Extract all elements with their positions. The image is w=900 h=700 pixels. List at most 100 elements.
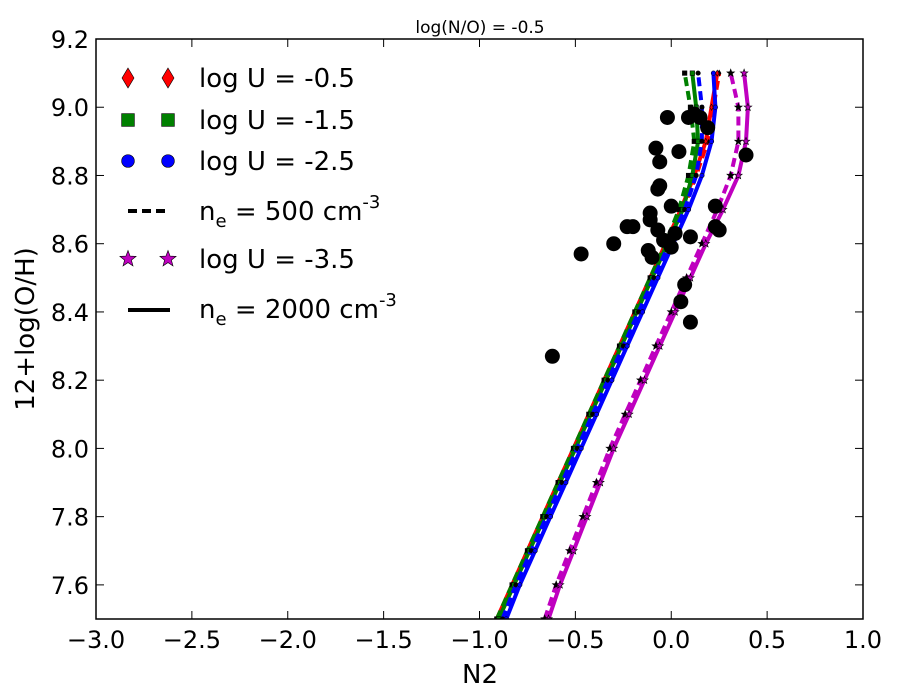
y-tick-label: 8.2 [51, 367, 89, 395]
observation-point [544, 348, 560, 364]
y-tick-label: 8.6 [51, 231, 89, 259]
legend-marker-star [159, 249, 177, 267]
legend-label-logU-1.5: log U = -1.5 [199, 106, 355, 136]
observation-point [677, 277, 693, 293]
series-7-point [582, 511, 592, 521]
x-tick-label: 1.0 [844, 626, 882, 654]
observation-point [659, 109, 675, 125]
legend: log U = -0.5 log U = -1.5 log U = -2.5 n… [119, 64, 397, 330]
legend-ne500-rest: = 500 cm [227, 197, 363, 227]
y-tick-label: 9.0 [51, 94, 89, 122]
legend-label-logU-3.5: log U = -3.5 [199, 245, 355, 275]
observation-point [652, 154, 668, 170]
series-1-point [709, 103, 714, 111]
observation-point [652, 178, 668, 194]
series-3-point [689, 70, 695, 76]
observation-point [671, 144, 687, 160]
series-5-point [655, 275, 661, 281]
legend-label-logU-0.5: log U = -0.5 [199, 64, 355, 94]
series-7-point [655, 341, 665, 351]
observation-point [673, 294, 689, 310]
observation-point [738, 147, 754, 163]
series-7-point [733, 170, 744, 180]
x-tick-label: 0.0 [652, 626, 690, 654]
observation-point [644, 249, 660, 265]
series-7-point [701, 238, 711, 248]
x-axis-label: N2 [462, 660, 498, 690]
series-5-point [609, 377, 615, 383]
series-7-point [670, 307, 680, 316]
series-5-point [699, 172, 705, 179]
legend-marker-star [119, 249, 137, 267]
series-line-2 [494, 72, 697, 619]
series-4-point [693, 172, 699, 179]
series-5-point [563, 479, 569, 486]
series-6-point [726, 68, 736, 78]
series-7-point [685, 272, 696, 282]
x-tick-label: −1.5 [354, 626, 412, 654]
x-tick-label: −3.0 [67, 626, 125, 654]
legend-label-ne-500: ne = 500 cm-3 [199, 192, 380, 232]
x-tick-label: −1.0 [450, 626, 508, 654]
series-1-point [715, 69, 720, 77]
series-6-point [733, 136, 744, 146]
series-5-point [624, 343, 630, 349]
y-tick-label: 8.4 [51, 299, 89, 327]
legend-marker-square [121, 113, 135, 127]
series-5-point [708, 138, 715, 144]
series-7-point [568, 545, 579, 555]
observation-point [625, 219, 641, 235]
observation-point [711, 222, 727, 238]
y-tick-label: 7.8 [51, 504, 89, 532]
series-7-point [739, 68, 749, 78]
series-5-point [685, 207, 692, 213]
observation-point [700, 120, 716, 136]
series-layer [494, 68, 753, 619]
series-5-point [578, 445, 584, 451]
legend-ne500-sub: e [215, 211, 226, 232]
legend-ne2000-rest: = 2000 cm [227, 295, 379, 325]
series-4-point [699, 104, 705, 110]
series-7-point [609, 443, 619, 453]
observation-point [692, 109, 708, 125]
observation-point [663, 239, 679, 255]
legend-ne500-sup: -3 [362, 192, 380, 213]
series-7-point [741, 136, 751, 146]
y-axis-label: 12+log(O/H) [11, 247, 41, 411]
series-1-point [703, 137, 708, 145]
legend-ne500-n: n [199, 197, 215, 227]
legend-marker-square [161, 113, 175, 127]
y-tick-label: 8.8 [51, 162, 89, 190]
legend-ne2000-n: n [199, 295, 215, 325]
legend-label-ne-2000: ne = 2000 cm-3 [199, 290, 397, 330]
series-7-point [555, 580, 565, 589]
x-tick-label: 0.5 [748, 626, 786, 654]
series-6-point [733, 102, 744, 112]
series-7-point [743, 102, 753, 112]
series-7-point [639, 375, 650, 385]
legend-markers [119, 67, 177, 312]
series-2-point [682, 70, 688, 76]
legend-marker-diamond [121, 67, 135, 89]
observation-point [606, 236, 622, 252]
legend-marker-diamond [161, 67, 175, 89]
series-5-point [532, 548, 538, 554]
y-tick-label: 8.0 [51, 435, 89, 463]
series-5-point [593, 411, 600, 417]
series-5-point [712, 104, 718, 110]
series-7-point [543, 614, 554, 619]
axis-ticks: −3.0 −2.5 −2.0 −1.5 −1.0 −0.5 0.0 0.5 1.0 7.6 7.8 8… [51, 26, 882, 654]
observation-point [642, 212, 658, 228]
chart-title: log(N/O) = -0.5 [415, 18, 544, 38]
observation-layer [544, 106, 754, 364]
legend-marker-circle [121, 154, 135, 168]
legend-ne2000-sup: -3 [379, 290, 397, 311]
series-line-3 [496, 72, 701, 619]
observation-point [648, 140, 664, 156]
series-3-point [496, 616, 502, 619]
observation-point [682, 314, 698, 330]
observation-point [707, 198, 723, 214]
observation-point [663, 198, 679, 214]
x-tick-label: −2.5 [163, 626, 221, 654]
